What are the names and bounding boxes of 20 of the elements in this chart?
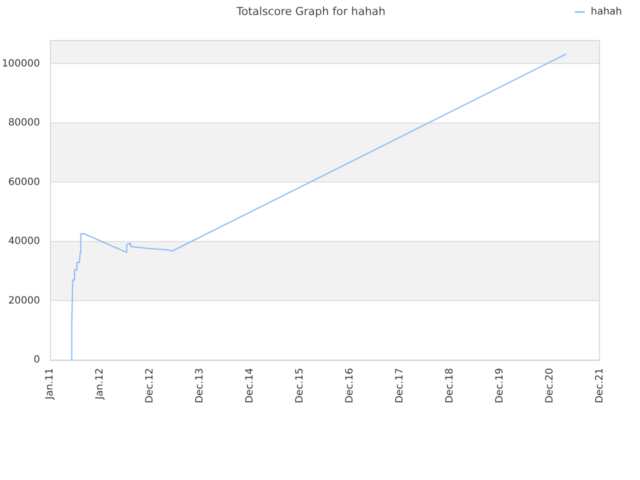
x-tick-label: Dec.19 (494, 368, 506, 404)
y-tick-label: 40000 (8, 236, 40, 248)
legend-label: hahah (590, 6, 622, 18)
x-tick-label: Dec.17 (394, 368, 406, 404)
y-tick-label: 20000 (8, 295, 40, 306)
x-tick-label: Dec.12 (144, 368, 156, 404)
y-tick-label: 100000 (2, 58, 40, 70)
x-tick-label: Jan.12 (94, 368, 106, 400)
x-tick-label: Dec.21 (594, 368, 606, 404)
y-tick-label: 60000 (8, 176, 40, 188)
x-tick-label: Jan.11 (44, 368, 56, 400)
y-tick-label: 80000 (8, 118, 40, 129)
x-tick-label: Dec.15 (294, 368, 306, 404)
x-tick-label: Dec.18 (444, 368, 456, 404)
x-tick-label: Dec.16 (344, 368, 356, 404)
chart-title: Totalscore Graph for hahah (236, 4, 386, 18)
x-tick-label: Dec.20 (544, 368, 556, 404)
x-tick-label: Dec.14 (244, 368, 256, 404)
x-tick-label: Dec.13 (194, 368, 206, 404)
y-tick-label: 0 (34, 354, 40, 366)
